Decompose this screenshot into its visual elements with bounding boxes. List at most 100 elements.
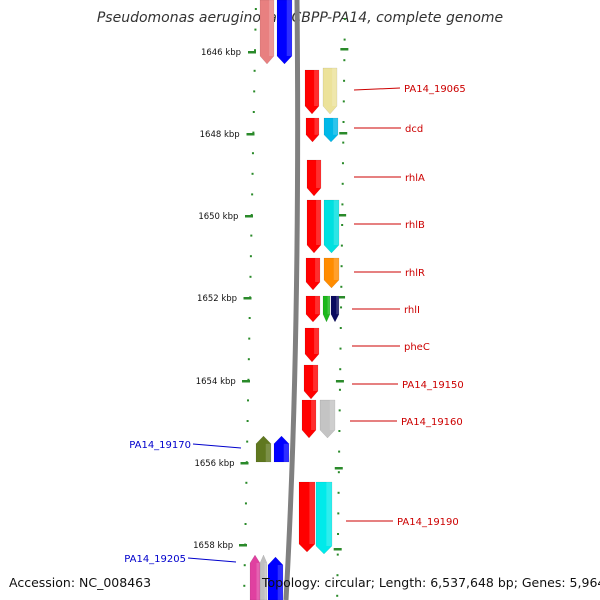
gene-arrow [276, 0, 293, 65]
tick-dot [336, 574, 339, 577]
gene-arrow-shade [333, 258, 339, 280]
tick-dot [339, 327, 342, 329]
major-tick [239, 544, 247, 547]
major-tick [333, 548, 342, 551]
tick-dot [341, 162, 344, 165]
gene-arrow [322, 295, 331, 323]
gene-arrow-shade [265, 443, 271, 462]
gene-arrow [330, 295, 340, 323]
gene-arrow [304, 327, 320, 363]
leader-line [353, 87, 401, 91]
gene-arrow [323, 199, 340, 254]
topology-text: Topology: circular; Length: 6,537,648 bp… [262, 575, 600, 590]
tick-dot [243, 564, 246, 567]
tick-dot [336, 553, 339, 556]
major-tick [340, 48, 349, 51]
tick-dot [343, 38, 346, 41]
tick-dot [249, 255, 252, 258]
gene-arrow-shade [269, 0, 274, 56]
gene-arrow [298, 481, 316, 553]
tick-dot [338, 450, 341, 453]
tick-dot [338, 409, 341, 412]
gene-arrow-shade [283, 443, 289, 462]
major-tick [337, 296, 346, 299]
gene-arrow [305, 117, 320, 143]
gene-label: PA14_19190 [397, 517, 459, 528]
gene-label: PA14_19205 [124, 554, 186, 565]
gene-arrow-shade [332, 68, 337, 106]
scale-label: 1646 kbp [201, 48, 241, 58]
tick-dot [254, 49, 257, 52]
major-tick [240, 462, 249, 465]
major-tick [245, 215, 253, 218]
tick-dot [246, 420, 249, 422]
major-tick [335, 380, 344, 383]
tick-dot [341, 224, 344, 226]
tick-dot [338, 388, 341, 391]
tick-dot [245, 481, 248, 484]
gene-arrow [322, 67, 338, 115]
leader-line [187, 557, 237, 563]
tick-dot [246, 440, 249, 443]
gene-arrow [306, 199, 322, 254]
tick-dot [343, 18, 346, 20]
major-tick [338, 214, 347, 217]
tick-dot [337, 512, 340, 515]
tick-dot [247, 378, 250, 381]
accession-text: Accession: NC_008463 [9, 575, 152, 590]
tick-dot [254, 28, 257, 31]
tick-dot [339, 368, 342, 371]
tick-dot [253, 69, 256, 72]
major-tick [248, 51, 256, 54]
gene-arrow-shade [316, 200, 321, 245]
scale-label: 1650 kbp [198, 212, 238, 222]
scale-label: 1654 kbp [196, 377, 236, 387]
tick-dot [337, 533, 340, 535]
genome-backbone [283, 0, 301, 600]
tick-dot [337, 471, 340, 474]
tick-dot [252, 131, 255, 134]
gene-arrow [255, 435, 272, 463]
major-tick [339, 132, 348, 135]
gene-label: rhlB [405, 220, 425, 231]
gene-arrow [267, 556, 284, 600]
gene-arrow-shade [314, 328, 319, 354]
tick-dot [254, 8, 257, 10]
gene-arrow-shade [313, 365, 318, 391]
gene-arrow-shade [314, 118, 319, 135]
tick-dot [244, 523, 247, 525]
tick-dot [251, 152, 254, 155]
gene-label: pheC [404, 342, 430, 353]
gene-label: rhlA [405, 173, 425, 184]
gene-arrow-shade [311, 400, 316, 430]
gene-arrow-shade [277, 565, 283, 600]
gene-arrow [273, 435, 290, 463]
tick-dot [336, 594, 339, 597]
right-tick-track [333, 18, 349, 597]
tick-dot [247, 399, 250, 402]
gene-track [249, 0, 340, 600]
gene-arrow-shade [327, 296, 330, 315]
gene-label: PA14_19170 [129, 440, 191, 451]
gene-arrow [315, 481, 333, 555]
gene-arrow [305, 295, 321, 323]
scale-label: 1648 kbp [200, 130, 240, 140]
tick-dot [340, 265, 343, 268]
tick-dot [343, 59, 346, 62]
gene-label: rhlI [404, 305, 420, 316]
scale-label: 1656 kbp [194, 459, 234, 469]
tick-dot [244, 502, 247, 505]
leader-line [192, 443, 242, 449]
tick-dot [247, 358, 250, 361]
tick-dot [343, 79, 346, 82]
gene-arrow-shade [286, 0, 292, 56]
scale-label: 1658 kbp [193, 541, 233, 551]
tick-dot [243, 584, 246, 587]
gene-arrow-shade [314, 70, 319, 106]
gene-arrow [303, 364, 319, 400]
gene-arrow [301, 399, 317, 439]
major-tick [246, 133, 255, 136]
label-leader-lines [187, 87, 401, 563]
